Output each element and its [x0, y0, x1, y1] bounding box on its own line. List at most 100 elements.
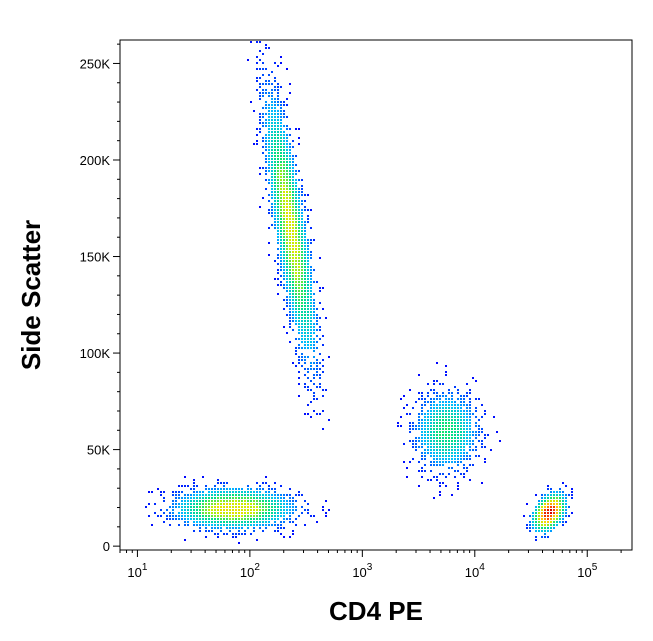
event-dot — [469, 422, 471, 424]
event-dot — [283, 125, 285, 127]
event-dot — [283, 494, 285, 496]
event-dot — [481, 431, 483, 433]
event-dot — [247, 512, 249, 514]
event-dot — [421, 455, 423, 457]
event-dot — [274, 191, 276, 193]
event-dot — [178, 506, 180, 508]
event-dot — [442, 443, 444, 445]
event-dot — [415, 449, 417, 451]
event-dot — [526, 503, 528, 505]
event-dot — [451, 428, 453, 430]
event-dot — [208, 512, 210, 514]
event-dot — [307, 299, 309, 301]
event-dot — [310, 326, 312, 328]
event-dot — [301, 314, 303, 316]
event-dot — [454, 437, 456, 439]
event-dot — [316, 521, 318, 523]
event-dot — [328, 419, 330, 421]
event-dot — [304, 242, 306, 244]
event-dot — [322, 335, 324, 337]
event-dot — [259, 206, 261, 208]
event-dot — [457, 392, 459, 394]
event-dot — [247, 503, 249, 505]
event-dot — [307, 251, 309, 253]
event-dot — [283, 509, 285, 511]
event-dot — [292, 497, 294, 499]
event-dot — [277, 161, 279, 163]
event-dot — [301, 512, 303, 514]
event-dot — [292, 161, 294, 163]
event-dot — [280, 107, 282, 109]
event-dot — [220, 521, 222, 523]
event-dot — [292, 362, 294, 364]
event-dot — [469, 401, 471, 403]
event-dot — [310, 227, 312, 229]
event-dot — [265, 170, 267, 172]
event-dot — [247, 524, 249, 526]
event-dot — [298, 314, 300, 316]
event-dot — [298, 188, 300, 190]
event-dot — [295, 524, 297, 526]
event-dot — [229, 524, 231, 526]
event-dot — [427, 452, 429, 454]
event-dot — [427, 434, 429, 436]
event-dot — [313, 392, 315, 394]
event-dot — [307, 335, 309, 337]
event-dot — [553, 512, 555, 514]
event-dot — [262, 488, 264, 490]
event-dot — [298, 191, 300, 193]
event-dot — [154, 512, 156, 514]
event-dot — [424, 413, 426, 415]
event-dot — [271, 497, 273, 499]
event-dot — [418, 413, 420, 415]
event-dot — [421, 434, 423, 436]
event-dot — [217, 479, 219, 481]
event-dot — [430, 425, 432, 427]
event-dot — [277, 497, 279, 499]
event-dot — [463, 404, 465, 406]
event-dot — [241, 518, 243, 520]
event-dot — [235, 491, 237, 493]
event-dot — [562, 482, 564, 484]
event-dot — [289, 263, 291, 265]
event-dot — [445, 365, 447, 367]
event-dot — [175, 497, 177, 499]
event-dot — [283, 215, 285, 217]
event-dot — [562, 524, 564, 526]
event-dot — [328, 356, 330, 358]
event-dot — [271, 215, 273, 217]
event-dot — [268, 149, 270, 151]
event-dot — [301, 302, 303, 304]
event-dot — [421, 476, 423, 478]
event-dot — [283, 536, 285, 538]
event-dot — [202, 500, 204, 502]
event-dot — [448, 425, 450, 427]
event-dot — [220, 491, 222, 493]
event-dot — [274, 146, 276, 148]
event-dot — [295, 518, 297, 520]
event-dot — [535, 527, 537, 529]
event-dot — [169, 515, 171, 517]
event-dot — [565, 500, 567, 502]
event-dot — [292, 308, 294, 310]
event-dot — [271, 131, 273, 133]
event-dot — [283, 179, 285, 181]
event-dot — [313, 350, 315, 352]
event-dot — [319, 317, 321, 319]
event-dot — [562, 503, 564, 505]
event-dot — [214, 491, 216, 493]
event-dot — [292, 191, 294, 193]
event-dot — [310, 281, 312, 283]
event-dot — [427, 419, 429, 421]
event-dot — [259, 116, 261, 118]
event-dot — [550, 494, 552, 496]
event-dot — [295, 239, 297, 241]
event-dot — [442, 392, 444, 394]
event-dot — [304, 335, 306, 337]
event-dot — [298, 254, 300, 256]
event-dot — [274, 122, 276, 124]
event-dot — [214, 488, 216, 490]
event-dot — [193, 512, 195, 514]
event-dot — [538, 512, 540, 514]
event-dot — [253, 515, 255, 517]
